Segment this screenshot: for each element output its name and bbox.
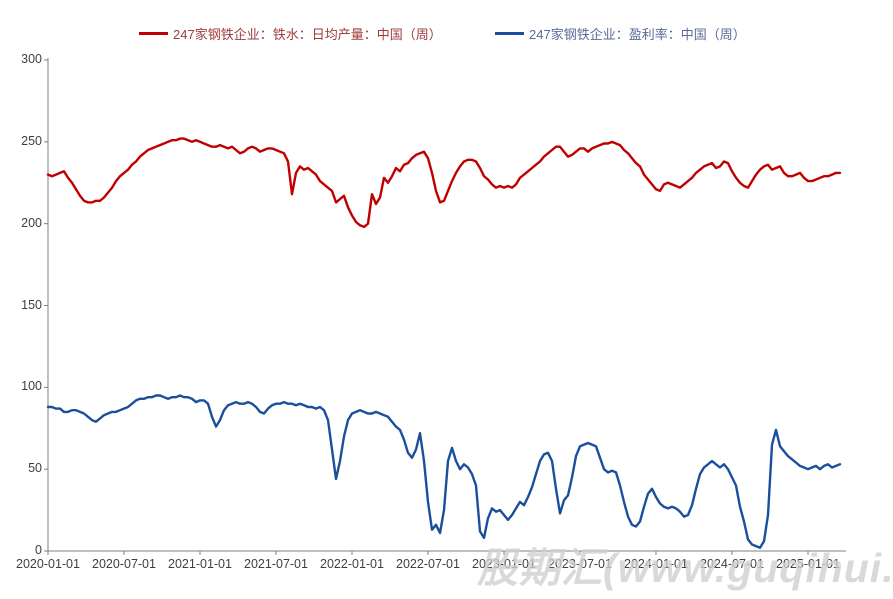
- y-axis-tick-label: 0: [35, 543, 42, 557]
- y-axis-tick-label: 100: [21, 379, 42, 394]
- x-axis-tick-label: 2020-07-01: [92, 557, 156, 571]
- x-axis-tick-label: 2022-07-01: [396, 557, 460, 571]
- x-axis-tick-label: 2021-01-01: [168, 557, 232, 571]
- legend-entry-profit-ratio: 247家钢铁企业：盈利率：中国（周）: [495, 24, 746, 43]
- series1-line-swatch: [139, 32, 168, 35]
- series2-line-swatch: [495, 32, 524, 35]
- x-axis-tick-label: 2021-07-01: [244, 557, 308, 571]
- x-axis-tick-label: 2020-01-01: [16, 557, 80, 571]
- x-axis-tick-label: 2025-01-01: [776, 557, 840, 571]
- y-axis-tick-label: 300: [21, 52, 42, 66]
- y-axis-tick-label: 250: [21, 133, 42, 148]
- legend-entry-hot-metal-output: 247家钢铁企业：铁水：日均产量：中国（周）: [139, 24, 442, 43]
- series2-label: 247家钢铁企业：盈利率：中国（周）: [529, 27, 746, 42]
- y-axis-tick-label: 50: [28, 461, 42, 476]
- x-axis-tick-label: 2023-07-01: [548, 557, 612, 571]
- y-axis-tick-label: 150: [21, 297, 42, 312]
- series1-label: 247家钢铁企业：铁水：日均产量：中国（周）: [173, 27, 442, 42]
- x-axis-tick-label: 2024-07-01: [700, 557, 764, 571]
- x-axis-tick-label: 2024-01-01: [624, 557, 688, 571]
- y-axis-tick-label: 200: [21, 215, 42, 230]
- x-axis-tick-label: 2023-01-01: [472, 557, 536, 571]
- x-axis-tick-label: 2022-01-01: [320, 557, 384, 571]
